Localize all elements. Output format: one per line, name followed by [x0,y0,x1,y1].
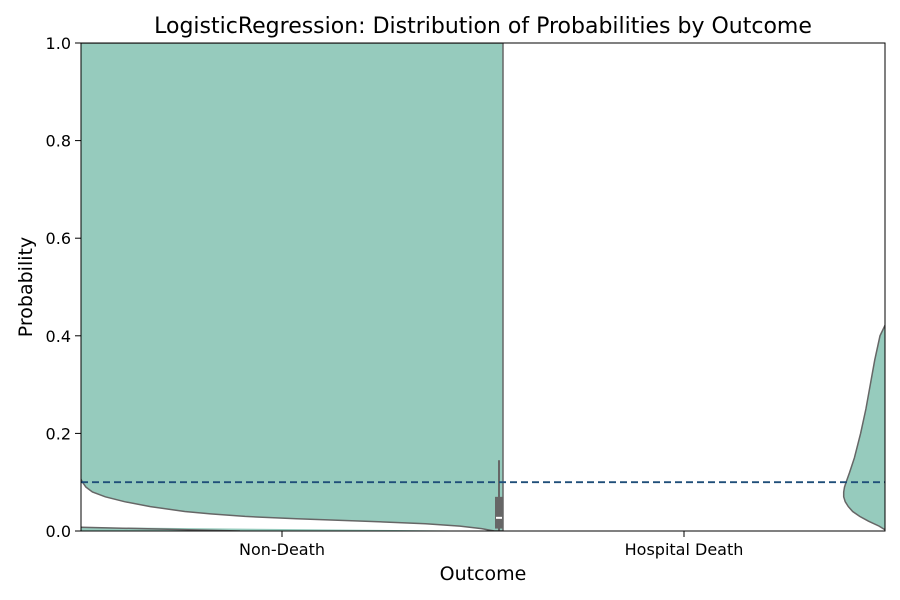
y-tick-label: 0.2 [46,424,71,443]
x-tick-label: Hospital Death [625,540,744,559]
x-axis: Non-Death Hospital Death [239,531,743,559]
plot-frame [80,42,886,532]
violin-non-death [81,43,504,531]
y-tick-label: 0.8 [46,132,71,151]
x-axis-label: Outcome [440,563,527,585]
box-iqr-non-death [495,496,503,529]
y-tick-label: 0.0 [46,522,71,541]
y-axis-label: Probability [15,237,37,337]
chart-title: LogisticRegression: Distribution of Prob… [154,14,812,39]
y-tick-label: 0.6 [46,229,71,248]
plot-area [81,43,885,531]
x-tick-label: Non-Death [239,540,325,559]
y-tick-label: 0.4 [46,327,71,346]
y-tick-label: 1.0 [46,34,71,53]
y-axis: 0.0 0.2 0.4 0.6 0.8 1.0 [46,34,81,541]
violin-non-death-tail-edge [81,526,241,531]
violin-group [81,43,885,531]
violin-hospital-death [842,323,885,531]
